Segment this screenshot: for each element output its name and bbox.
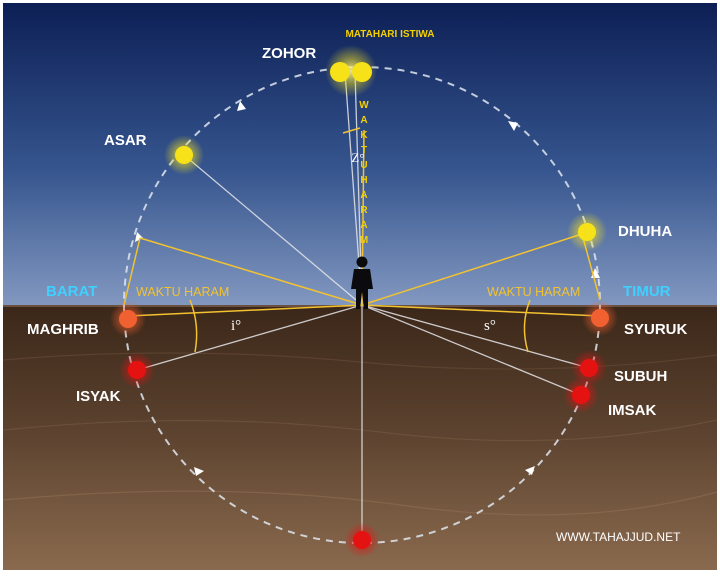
label-imsak: IMSAK xyxy=(608,402,657,419)
label-syuruk: SYURUK xyxy=(624,321,688,338)
label-barat: BARAT xyxy=(46,283,97,300)
label-haram-east: WAKTU HARAM xyxy=(487,285,580,299)
arrow-icon xyxy=(135,232,143,242)
arrow-icon xyxy=(237,101,246,111)
label-dhuha: DHUHA xyxy=(618,223,672,240)
vertical-letter: U xyxy=(360,160,367,171)
label-subuh: SUBUH xyxy=(614,368,667,385)
sun-asar xyxy=(164,135,204,175)
label-haram-west: WAKTU HARAM xyxy=(136,285,229,299)
vertical-letter: A xyxy=(360,220,367,231)
arrow-icon xyxy=(194,467,204,476)
label-zohor: ZOHOR xyxy=(262,45,316,62)
angle-isyak-label: i° xyxy=(231,318,241,334)
vertical-letter: R xyxy=(360,205,368,216)
vertical-letter: H xyxy=(360,175,367,186)
vertical-letter: T xyxy=(361,145,367,156)
sun-subuh xyxy=(571,350,607,386)
sun-maghrib xyxy=(110,301,146,337)
sun-dhuha xyxy=(567,212,607,252)
person-silhouette-icon xyxy=(351,256,373,309)
vertical-haram-label: W A K T U H A R A M xyxy=(359,100,369,246)
dune-ridge xyxy=(2,419,718,442)
vertical-letter: W xyxy=(359,100,369,111)
zenith-title: MATAHARI ISTIWA xyxy=(345,29,434,40)
label-timur: TIMUR xyxy=(623,283,671,300)
sun-zohor xyxy=(325,45,377,97)
label-isyak: ISYAK xyxy=(76,388,121,405)
vertical-letter: A xyxy=(360,190,367,201)
arrow-icon xyxy=(525,466,535,475)
sun-isyak xyxy=(119,352,155,388)
dune-ridge xyxy=(2,490,718,516)
label-asar: ASAR xyxy=(104,132,147,149)
arrow-icon xyxy=(508,121,518,131)
sun-imsak xyxy=(563,377,599,413)
credit-text: WWW.TAHAJJUD.NET xyxy=(556,530,681,544)
angle-subuh-label: s° xyxy=(484,318,496,334)
label-maghrib: MAGHRIB xyxy=(27,321,99,338)
sun-midnight xyxy=(344,522,380,558)
zenith-angle-label: Z° xyxy=(351,150,364,165)
vertical-letter: K xyxy=(360,130,368,141)
sun-syuruk xyxy=(582,300,618,336)
vertical-letter: M xyxy=(360,235,368,246)
vertical-letter: A xyxy=(360,115,367,126)
